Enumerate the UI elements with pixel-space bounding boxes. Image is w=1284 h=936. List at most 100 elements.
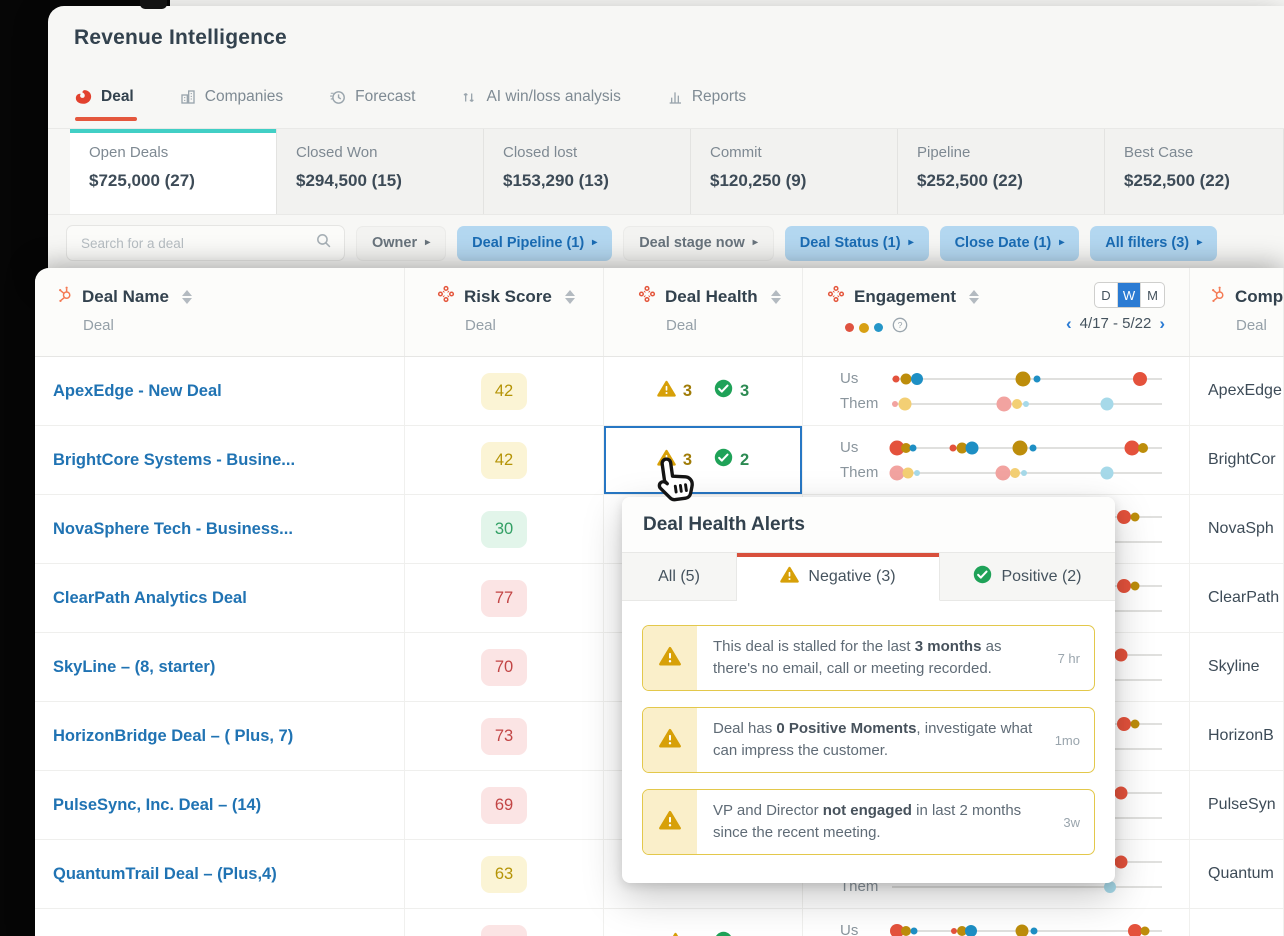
sort-risk-score[interactable]: Risk Score <box>437 285 603 308</box>
negative-count: 3 <box>682 450 692 469</box>
company-cell: PulseSyn <box>1190 771 1284 839</box>
hubspot-icon <box>55 285 73 308</box>
check-icon <box>973 565 992 589</box>
summary-card-open-deals[interactable]: Open Deals $725,000 (27) <box>70 129 277 214</box>
engagement-dot <box>1114 786 1128 799</box>
hand-cursor-icon <box>642 447 704 513</box>
summary-card-value: $252,500 (22) <box>917 171 1023 190</box>
sort-engagement[interactable]: Engagement <box>827 285 1189 308</box>
filter-chip-owner[interactable]: Owner ▸ <box>356 225 447 261</box>
legend-dot-icon <box>845 323 854 332</box>
alert-card[interactable]: VP and Director not engaged in last 2 mo… <box>642 789 1095 855</box>
reports-icon <box>667 89 683 105</box>
alert-text: VP and Director not engaged in last 2 mo… <box>697 790 1038 854</box>
summary-card-commit[interactable]: Commit $120,250 (9) <box>691 129 898 214</box>
company-name: Skyline <box>1208 658 1260 675</box>
filter-chip-deal-status-1[interactable]: Deal Status (1) ▸ <box>784 225 929 261</box>
search-input[interactable] <box>79 234 315 252</box>
engagement-dot <box>889 440 905 455</box>
chevron-left-icon[interactable]: ‹ <box>1065 314 1072 333</box>
deal-name-link[interactable]: ApexEdge - New Deal <box>53 381 222 400</box>
search-input-box[interactable] <box>66 225 345 261</box>
summary-card-closed-lost[interactable]: Closed lost $153,290 (13) <box>484 129 691 214</box>
filter-chip-label: Close Date (1) <box>954 235 1052 251</box>
popup-tab-positive-2[interactable]: Positive (2) <box>940 553 1115 601</box>
tab-ai-win-loss-analysis[interactable]: AI win/loss analysis <box>461 88 621 106</box>
popup-title: Deal Health Alerts <box>622 497 1115 553</box>
tab-label: AI win/loss analysis <box>486 88 621 105</box>
alert-text-content: VP and Director not engaged in last 2 mo… <box>713 800 1034 845</box>
chevron-right-icon: ▸ <box>1059 237 1065 248</box>
alert-text-segment: in last 2 months since the recent meetin… <box>713 801 1022 842</box>
risk-score-cell: 30 <box>405 495 604 563</box>
deal-name-link[interactable]: QuantumTrail Deal – (Plus,4) <box>53 864 277 883</box>
deal-name-link[interactable]: PulseSync, Inc. Deal – (14) <box>53 795 262 814</box>
positive-alerts <box>714 931 740 936</box>
popup-tab-all-5[interactable]: All (5) <box>622 553 737 601</box>
filter-chip-deal-stage-now[interactable]: Deal stage now ▸ <box>623 225 774 261</box>
company-cell: HorizonB <box>1190 702 1284 770</box>
period-option-w[interactable]: W <box>1118 283 1141 307</box>
summary-card-closed-won[interactable]: Closed Won $294,500 (15) <box>277 129 484 214</box>
engagement-dot <box>900 373 912 384</box>
engagement-dot <box>956 442 968 453</box>
engagement-dot <box>1104 880 1116 893</box>
company-cell: NovaSph <box>1190 495 1284 563</box>
engagement-dot <box>892 400 898 407</box>
tab-forecast[interactable]: Forecast <box>329 88 415 106</box>
summary-card-best-case[interactable]: Best Case $252,500 (22) <box>1105 129 1284 214</box>
tab-label: Deal <box>101 88 134 105</box>
filter-chip-label: All filters (3) <box>1105 235 1190 251</box>
engagement-dot <box>1010 467 1020 478</box>
sort-deal-name[interactable]: Deal Name <box>55 285 404 308</box>
chevron-right-icon[interactable]: › <box>1159 314 1165 333</box>
engagement-them-label: Them <box>840 464 879 481</box>
sort-arrows-icon <box>564 289 575 304</box>
alert-stripe <box>643 708 697 772</box>
filter-chip-all-filters-3[interactable]: All filters (3) ▸ <box>1090 225 1218 261</box>
background-notch <box>140 0 167 9</box>
summary-card-value: $153,290 (13) <box>503 171 609 190</box>
engagement-dot <box>965 441 979 454</box>
alert-card[interactable]: This deal is stalled for the last 3 mont… <box>642 625 1095 691</box>
company-name: ApexEdge <box>1208 382 1282 399</box>
alert-timestamp: 3w <box>1063 814 1080 830</box>
engagement-dot <box>1117 578 1131 593</box>
filter-chip-close-date-1[interactable]: Close Date (1) ▸ <box>939 225 1080 261</box>
ai-icon <box>461 89 477 106</box>
sort-company[interactable]: Comp <box>1208 285 1283 308</box>
deal-health-cell[interactable] <box>604 909 803 936</box>
company-name: BrightCor <box>1208 451 1276 468</box>
filter-chip-deal-pipeline-1[interactable]: Deal Pipeline (1) ▸ <box>457 225 613 261</box>
company-name: Quantum <box>1208 865 1274 882</box>
alert-card[interactable]: Deal has 0 Positive Moments, investigate… <box>642 707 1095 773</box>
deal-name-link[interactable]: BrightCore Systems - Busine... <box>53 450 296 469</box>
help-icon[interactable]: ? <box>892 317 908 338</box>
engagement-dot <box>1021 469 1027 476</box>
column-sublabel: Deal <box>1236 317 1267 334</box>
engagement-dot <box>1117 509 1131 524</box>
filter-bar: Owner▸ Deal Pipeline (1)▸ Deal stage now▸ D… <box>66 222 1284 264</box>
period-option-m[interactable]: M <box>1147 287 1158 303</box>
tab-reports[interactable]: Reports <box>667 88 746 106</box>
sort-deal-health[interactable]: Deal Health <box>638 285 802 308</box>
popup-tab-negative-3[interactable]: Negative (3) <box>737 553 940 601</box>
deal-name-link[interactable]: NovaSphere Tech - Business... <box>53 519 293 538</box>
deal-name-link[interactable]: SkyLine – (8, starter) <box>53 657 216 676</box>
engagement-dot <box>911 372 923 385</box>
summary-card-pipeline[interactable]: Pipeline $252,500 (22) <box>898 129 1105 214</box>
alert-text-segment: This deal is stalled for the last <box>713 637 915 655</box>
engagement-dot <box>892 375 900 382</box>
period-option-d[interactable]: D <box>1095 283 1118 307</box>
page-title: Revenue Intelligence <box>74 26 287 49</box>
deal-name-link[interactable]: HorizonBridge Deal – ( Plus, 7) <box>53 726 294 745</box>
table-row: ApexEdge - New Deal 42 3 3 Us Them ApexEdge <box>35 357 1284 426</box>
deal-name-link[interactable]: ClearPath Analytics Deal <box>53 588 247 607</box>
tab-companies[interactable]: Companies <box>180 88 283 106</box>
tab-deal[interactable]: Deal <box>75 88 137 121</box>
